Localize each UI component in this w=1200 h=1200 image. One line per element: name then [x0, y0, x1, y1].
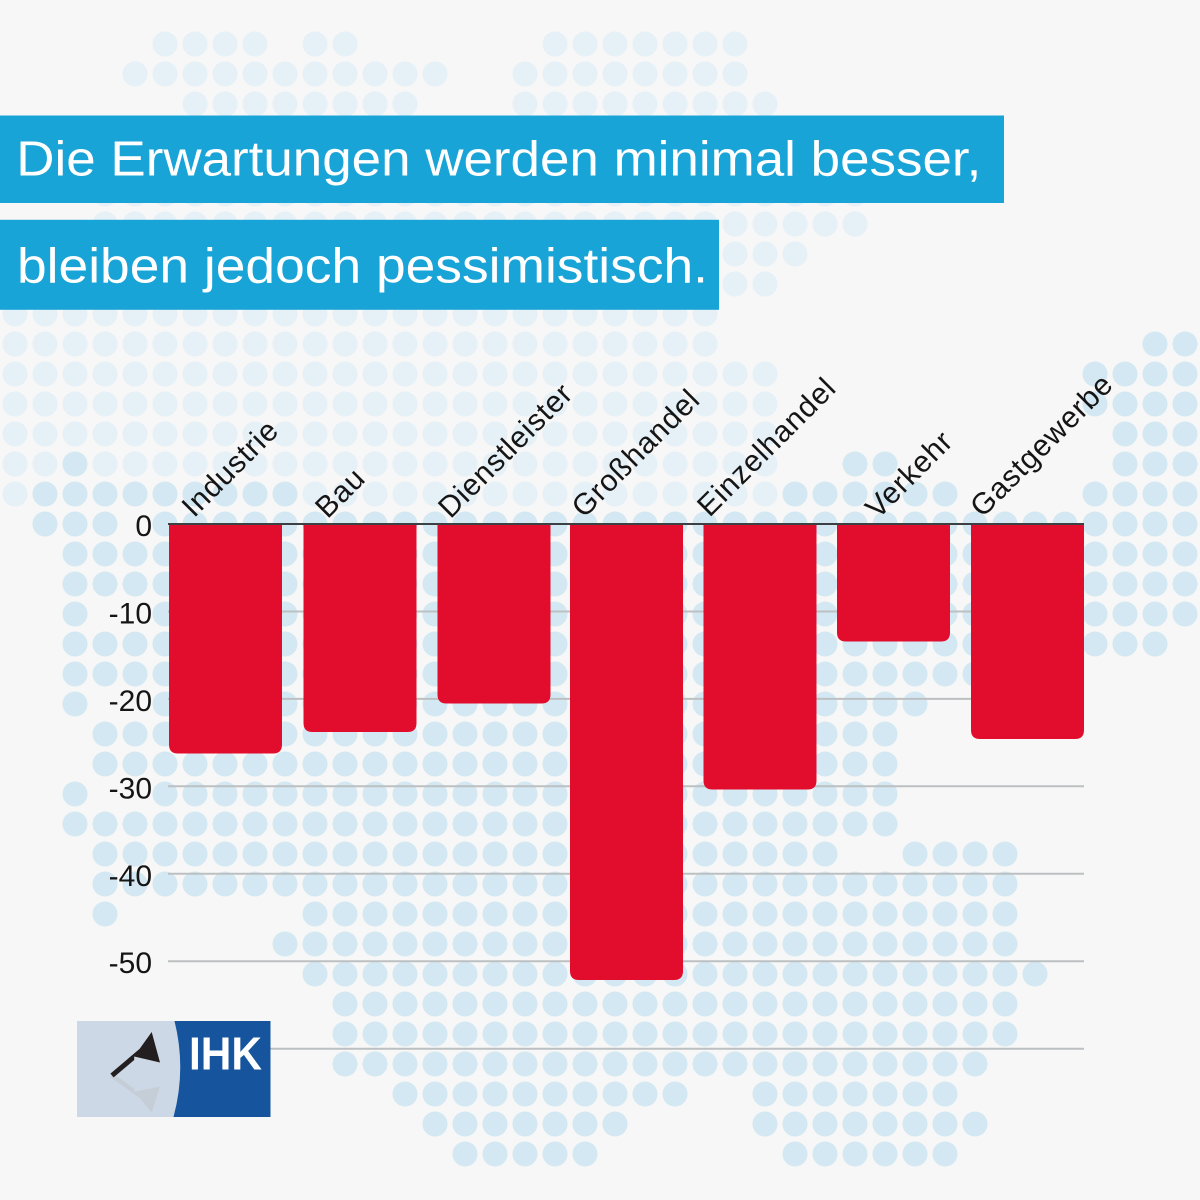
svg-text:Die Erwartungen werden minimal: Die Erwartungen werden minimal besser, [16, 132, 981, 186]
svg-text:-40: -40 [109, 860, 152, 893]
svg-text:0: 0 [135, 510, 152, 543]
svg-text:-10: -10 [109, 598, 152, 631]
svg-text:bleiben jedoch pessimistisch.: bleiben jedoch pessimistisch. [17, 239, 708, 293]
svg-text:-20: -20 [109, 685, 152, 718]
svg-text:-30: -30 [109, 772, 152, 805]
svg-text:-50: -50 [109, 947, 152, 980]
svg-text:IHK: IHK [189, 1028, 262, 1080]
